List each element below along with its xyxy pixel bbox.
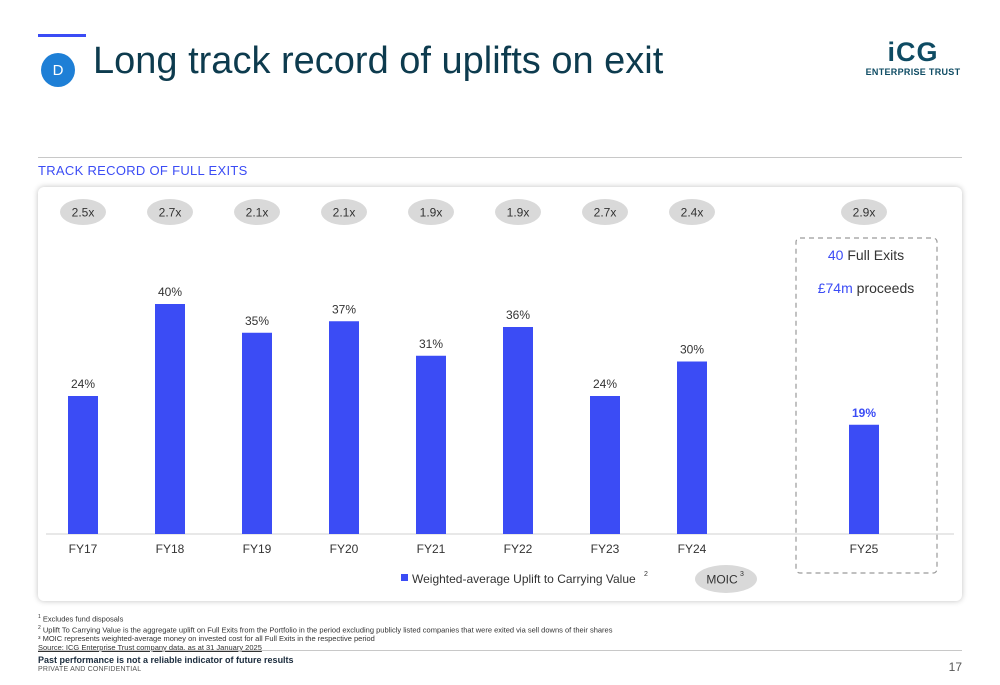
moic-pill [147,199,193,225]
chart-card: 2.5x 24% FY17 2.7x 40% FY18 2.1x 35% FY19 2.1x 37%… [38,187,962,601]
bar [68,396,98,534]
x-tick-label: FY18 [156,542,185,556]
bar [155,304,185,534]
bar [590,396,620,534]
bar [242,332,272,534]
x-tick-label: FY22 [504,542,533,556]
section-heading: TRACK RECORD OF FULL EXITS [38,163,248,178]
bar [503,327,533,534]
moic-label: 2.7x [594,206,617,220]
fy25-highlight-box [795,237,938,574]
legend-swatch [401,574,408,581]
logo-subtitle: ENTERPRISE TRUST [865,67,961,77]
moic-label: 1.9x [420,206,443,220]
footnote-3: ³ MOIC represents weighted-average money… [38,634,375,643]
data-label: 37% [332,302,356,316]
page-title: Long track record of uplifts on exit [93,40,664,82]
moic-pill [234,199,280,225]
legend-series-sup: 2 [644,571,648,578]
footer-divider [38,650,962,651]
x-tick-label: FY19 [243,542,272,556]
bar [677,361,707,534]
company-logo: iCG ENTERPRISE TRUST [858,38,968,77]
bar [329,321,359,534]
proceeds-total: £74m proceeds [818,280,915,296]
moic-pill [582,199,628,225]
moic-label: 2.9x [853,206,876,220]
x-tick-label: FY23 [591,542,620,556]
legend-moic-sup: 3 [740,571,744,578]
logo-mark: iCG [887,37,939,67]
data-label: 24% [71,377,95,391]
performance-disclaimer: Past performance is not a reliable indic… [38,655,294,665]
page-number: 17 [948,660,962,674]
legend-series-label: Weighted-average Uplift to Carrying Valu… [412,572,636,586]
moic-pill [841,199,887,225]
moic-label: 2.1x [333,206,356,220]
x-tick-label: FY24 [678,542,707,556]
moic-label: 2.5x [72,206,95,220]
full-exits-count: 40 Full Exits [828,247,904,263]
source-note: Source: ICG Enterprise Trust company dat… [38,643,262,652]
data-label: 30% [680,343,704,357]
data-label: 19% [852,406,876,420]
moic-pill [60,199,106,225]
footnote-1: 1 Excludes fund disposals [38,614,124,624]
exits-bar-chart: 2.5x 24% FY17 2.7x 40% FY18 2.1x 35% FY19 2.1x 37%… [46,199,954,593]
confidentiality-label: PRIVATE AND CONFIDENTIAL [38,666,142,673]
x-tick-label: FY21 [417,542,446,556]
moic-pill [408,199,454,225]
data-label: 40% [158,285,182,299]
moic-label: 2.7x [159,206,182,220]
data-label: 36% [506,308,530,322]
bar [849,424,879,534]
moic-label: 2.4x [681,206,704,220]
bar [416,355,446,534]
x-tick-label: FY25 [850,542,879,556]
moic-pill [669,199,715,225]
legend-moic-pill [695,565,757,593]
moic-label: 2.1x [246,206,269,220]
data-label: 24% [593,377,617,391]
footnotes: 1 Excludes fund disposals 2 Uplift To Ca… [38,613,612,652]
data-label: 35% [245,314,269,328]
legend-moic-label: MOIC [706,573,738,587]
moic-label: 1.9x [507,206,530,220]
x-tick-label: FY20 [330,542,359,556]
footnote-2: 2 Uplift To Carrying Value is the aggreg… [38,624,613,635]
section-badge: D [41,53,75,87]
title-accent-line [38,34,86,37]
moic-pill [321,199,367,225]
x-tick-label: FY17 [69,542,98,556]
data-label: 31% [419,337,443,351]
header-divider [38,157,962,158]
moic-pill [495,199,541,225]
